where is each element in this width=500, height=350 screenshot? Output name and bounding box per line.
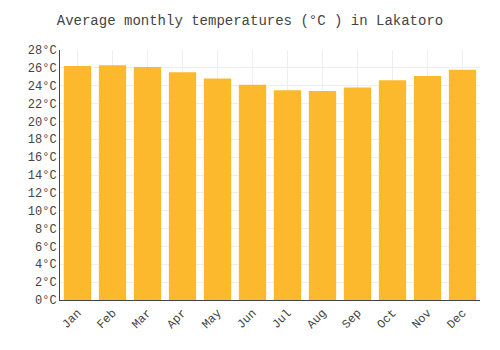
svg-text:12°C: 12°C bbox=[28, 187, 57, 201]
svg-text:18°C: 18°C bbox=[28, 133, 57, 147]
svg-text:Sep: Sep bbox=[339, 307, 364, 332]
svg-text:14°C: 14°C bbox=[28, 169, 57, 183]
svg-text:4°C: 4°C bbox=[35, 258, 57, 272]
svg-text:8°C: 8°C bbox=[35, 223, 57, 237]
svg-text:26°C: 26°C bbox=[28, 62, 57, 76]
svg-text:Oct: Oct bbox=[374, 307, 399, 332]
svg-text:20°C: 20°C bbox=[28, 116, 57, 130]
svg-text:2°C: 2°C bbox=[35, 276, 57, 290]
svg-text:24°C: 24°C bbox=[28, 80, 57, 94]
svg-text:Apr: Apr bbox=[164, 307, 189, 332]
svg-text:Feb: Feb bbox=[94, 307, 119, 332]
svg-text:Jan: Jan bbox=[59, 307, 84, 332]
svg-text:10°C: 10°C bbox=[28, 205, 57, 219]
svg-text:Average monthly temperatures (: Average monthly temperatures (°C ) in La… bbox=[57, 13, 443, 29]
svg-text:22°C: 22°C bbox=[28, 98, 57, 112]
svg-text:Aug: Aug bbox=[304, 307, 329, 332]
svg-text:16°C: 16°C bbox=[28, 151, 57, 165]
svg-text:Jul: Jul bbox=[269, 307, 294, 332]
svg-text:Mar: Mar bbox=[129, 307, 154, 332]
svg-text:Nov: Nov bbox=[409, 307, 434, 332]
svg-text:Jun: Jun bbox=[234, 307, 259, 332]
svg-text:May: May bbox=[199, 307, 224, 332]
svg-text:0°C: 0°C bbox=[35, 294, 57, 308]
svg-text:Dec: Dec bbox=[444, 307, 469, 332]
svg-text:28°C: 28°C bbox=[28, 44, 57, 58]
svg-text:6°C: 6°C bbox=[35, 241, 57, 255]
